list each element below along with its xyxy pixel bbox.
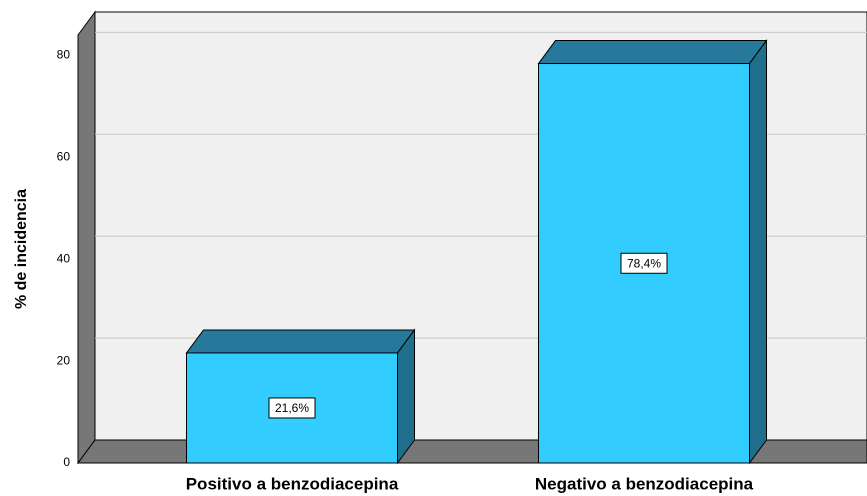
y-tick-label: 0 [63,455,70,469]
value-label-box [620,252,668,274]
bar-top [537,40,768,65]
bar-side [749,39,767,465]
y-axis-label: % de incidencia [13,189,30,309]
bar-side [397,328,415,465]
y-tick-label: 80 [57,48,71,62]
value-label: 78,4% [627,256,661,270]
x-tick-label: Negativo a benzodiacepina [535,474,754,493]
y-tick-label: 60 [57,149,71,163]
left-wall [77,10,96,465]
y-tick-label: 20 [57,353,71,367]
y-tick-label: 40 [57,251,71,265]
x-tick-label: Positivo a benzodiacepina [186,474,399,493]
bar-top [185,329,416,354]
value-label-box [268,397,316,419]
value-label: 21,6% [275,401,309,415]
